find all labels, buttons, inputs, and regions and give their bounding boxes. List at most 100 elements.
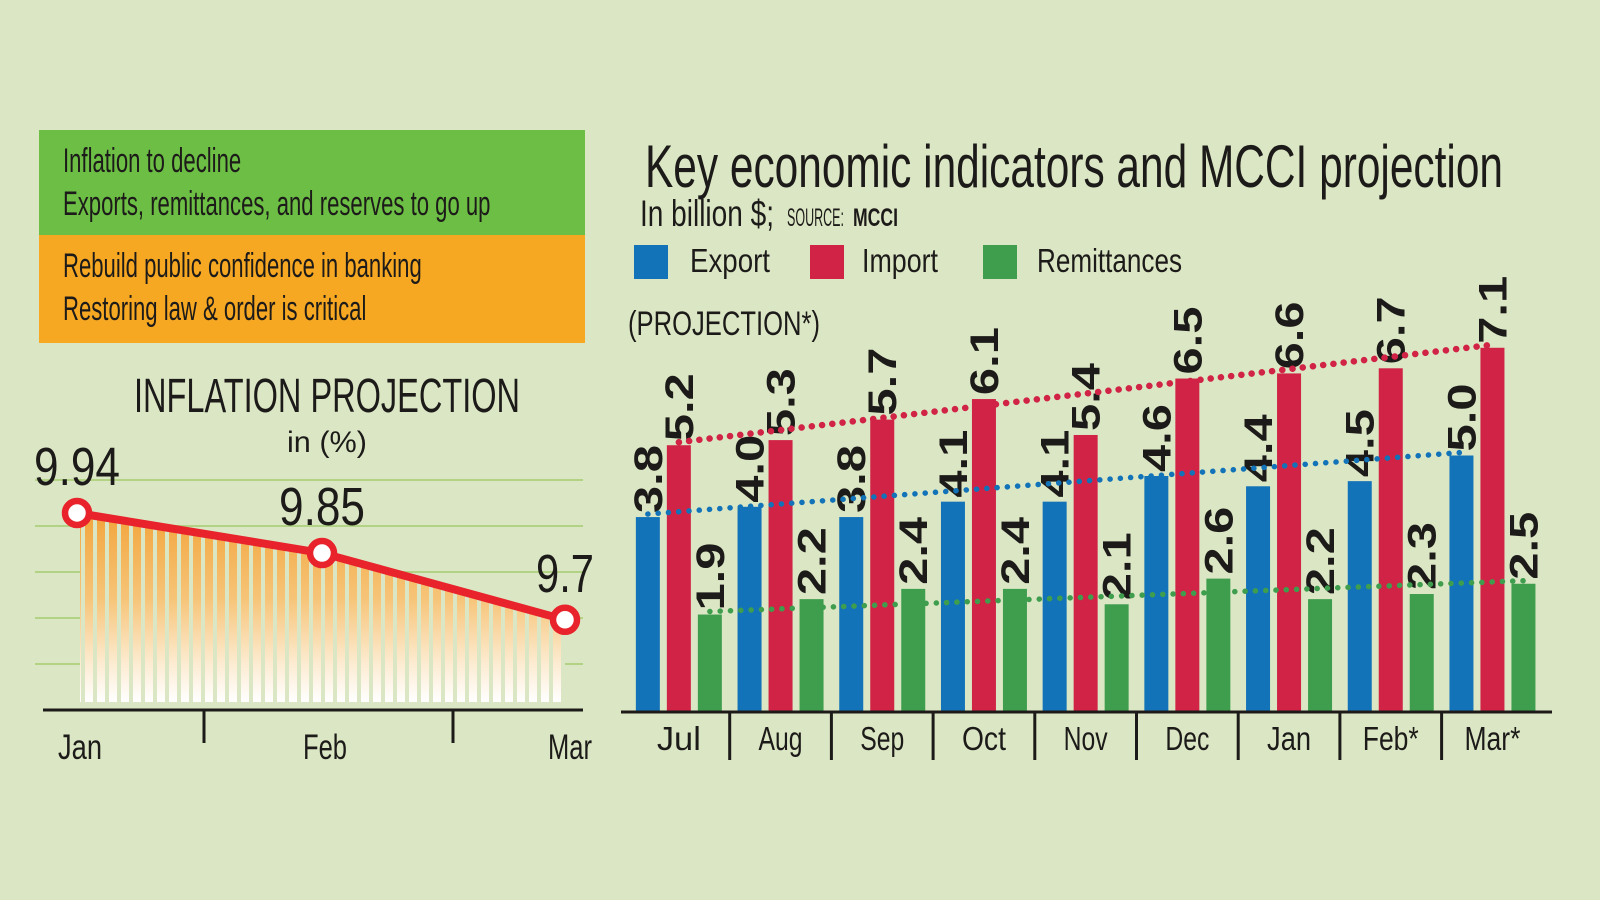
bar-export-jul: [635, 517, 660, 712]
legend-swatch-remittances: [983, 245, 1017, 279]
callout-green-line-1: Inflation to decline: [63, 142, 242, 180]
bar-value-label: 4.1: [932, 430, 976, 498]
x-axis-label: Oct: [962, 720, 1006, 757]
data-point-marker: [61, 497, 93, 529]
x-axis-label: Aug: [759, 720, 803, 757]
inflation-projection-chart: INFLATION PROJECTION in (%) 9.949.859.7 …: [34, 370, 594, 767]
bar-import-jul: [666, 445, 691, 712]
bar-export-sep: [839, 517, 864, 712]
bar-value-label: 2.1: [1096, 532, 1140, 600]
bar-import-jan: [1277, 373, 1302, 712]
data-point-marker: [306, 537, 338, 569]
bar-export-jan: [1246, 486, 1271, 712]
bar-value-label: 2.5: [1502, 512, 1546, 580]
trend-line-import: [675, 341, 1496, 446]
bar-export-feb: [1347, 481, 1372, 712]
data-point-markers: [61, 497, 581, 636]
bar-value-label: 5.4: [1065, 362, 1109, 431]
point-value-label: 9.7: [536, 544, 594, 604]
x-axis-label: Jan: [58, 728, 102, 767]
bar-value-label: 5.2: [658, 373, 702, 441]
bar-remittances-nov: [1104, 604, 1129, 712]
callout-green-box: Inflation to decline Exports, remittance…: [39, 130, 585, 235]
x-axis: [43, 708, 583, 743]
bar-value-labels: 3.8 4.0 3.8 4.1 4.1 4.6 4.4 4.5 5.0 5.2 5.3 5.7 6.1 5…: [627, 276, 1547, 611]
trend-line-export: [645, 449, 1465, 517]
bar-import-aug: [768, 440, 793, 712]
bar-value-label: 4.6: [1135, 404, 1179, 472]
bar-value-label: 5.0: [1440, 384, 1484, 452]
legend-label-export: Export: [690, 242, 770, 279]
x-axis-labels: Jul Aug Sep Oct Nov Dec Jan Feb* Mar*: [657, 720, 1521, 757]
left-chart-subtitle: in (%): [287, 426, 367, 459]
legend-swatch-export: [634, 245, 668, 279]
point-value-label: 9.85: [279, 477, 365, 537]
bar-remittances-sep: [901, 588, 926, 712]
bar-value-label: 4.4: [1237, 413, 1281, 482]
bar-value-label: 2.2: [791, 527, 835, 595]
bar-value-label: 5.3: [760, 368, 804, 436]
bar-remittances-mar: [1511, 583, 1536, 712]
bar-remittances-jan: [1308, 599, 1333, 712]
key-indicators-chart: Key economic indicators and MCCI project…: [621, 133, 1552, 760]
x-axis-label: Jul: [657, 720, 701, 757]
bar-remittances-jul: [697, 614, 722, 712]
bar-import-mar: [1480, 347, 1505, 712]
bar-value-label: 4.1: [1034, 430, 1078, 498]
bar-value-label: 3.8: [830, 445, 874, 513]
bar-value-label: 7.1: [1471, 276, 1515, 344]
x-axis-label: Feb*: [1363, 720, 1419, 757]
data-point-value-labels: 9.94 9.85 9.7: [34, 437, 594, 604]
x-axis-label: Nov: [1064, 720, 1108, 757]
x-axis: [621, 710, 1552, 760]
bars: [635, 347, 1536, 712]
x-axis-label: Sep: [860, 720, 904, 757]
bar-value-label: 4.5: [1339, 409, 1383, 477]
callout-orange-line-1: Rebuild public confidence in banking: [63, 247, 422, 285]
x-axis-label: Jan: [1267, 720, 1311, 757]
bar-value-label: 6.1: [963, 327, 1007, 395]
unit-label: In billion $;: [640, 193, 774, 234]
callout-green-line-2: Exports, remittances, and reserves to go…: [63, 185, 491, 223]
x-axis-label: Dec: [1165, 720, 1209, 757]
point-value-label: 9.94: [34, 437, 120, 497]
data-point-marker: [549, 604, 581, 636]
bar-import-dec: [1175, 378, 1200, 712]
bar-value-label: 2.2: [1299, 527, 1343, 595]
bar-remittances-dec: [1206, 578, 1231, 712]
legend-label-remittances: Remittances: [1037, 242, 1182, 279]
bar-value-label: 2.6: [1197, 507, 1241, 575]
source-value: MCCI: [853, 204, 898, 232]
x-axis-label: Mar*: [1464, 720, 1520, 757]
bar-value-label: 2.4: [994, 516, 1038, 585]
bar-value-label: 2.4: [892, 516, 936, 585]
bar-import-feb: [1378, 368, 1403, 712]
striped-area-fill: [80, 513, 565, 702]
legend-label-import: Import: [862, 242, 938, 279]
area-stripe-gaps: [80, 513, 565, 702]
bar-export-nov: [1042, 501, 1067, 712]
bar-value-label: 6.6: [1268, 301, 1312, 369]
bar-remittances-oct: [1002, 588, 1027, 712]
left-chart-title: INFLATION PROJECTION: [134, 370, 520, 423]
x-axis-labels: Jan Feb Mar: [58, 728, 592, 767]
x-axis-label: Feb: [303, 728, 347, 767]
x-axis-label: Mar: [548, 728, 592, 767]
bar-value-label: 5.7: [861, 348, 905, 416]
bar-value-label: 1.9: [689, 543, 733, 611]
trend-lines: [645, 341, 1527, 615]
main-title: Key economic indicators and MCCI project…: [645, 133, 1503, 200]
callout-orange-line-2: Restoring law & order is critical: [63, 290, 367, 328]
bar-import-oct: [971, 399, 996, 712]
bar-import-sep: [870, 419, 895, 712]
bar-value-label: 3.8: [627, 445, 671, 513]
trend-line-remittances: [707, 578, 1527, 615]
bar-value-label: 6.5: [1166, 307, 1210, 375]
projection-note: (PROJECTION*): [628, 305, 820, 343]
callout-orange-box: Rebuild public confidence in banking Res…: [39, 235, 585, 343]
bar-remittances-feb: [1409, 594, 1434, 712]
bar-value-label: 4.0: [729, 435, 773, 503]
bar-value-label: 2.3: [1401, 522, 1445, 590]
bar-remittances-aug: [799, 599, 824, 712]
